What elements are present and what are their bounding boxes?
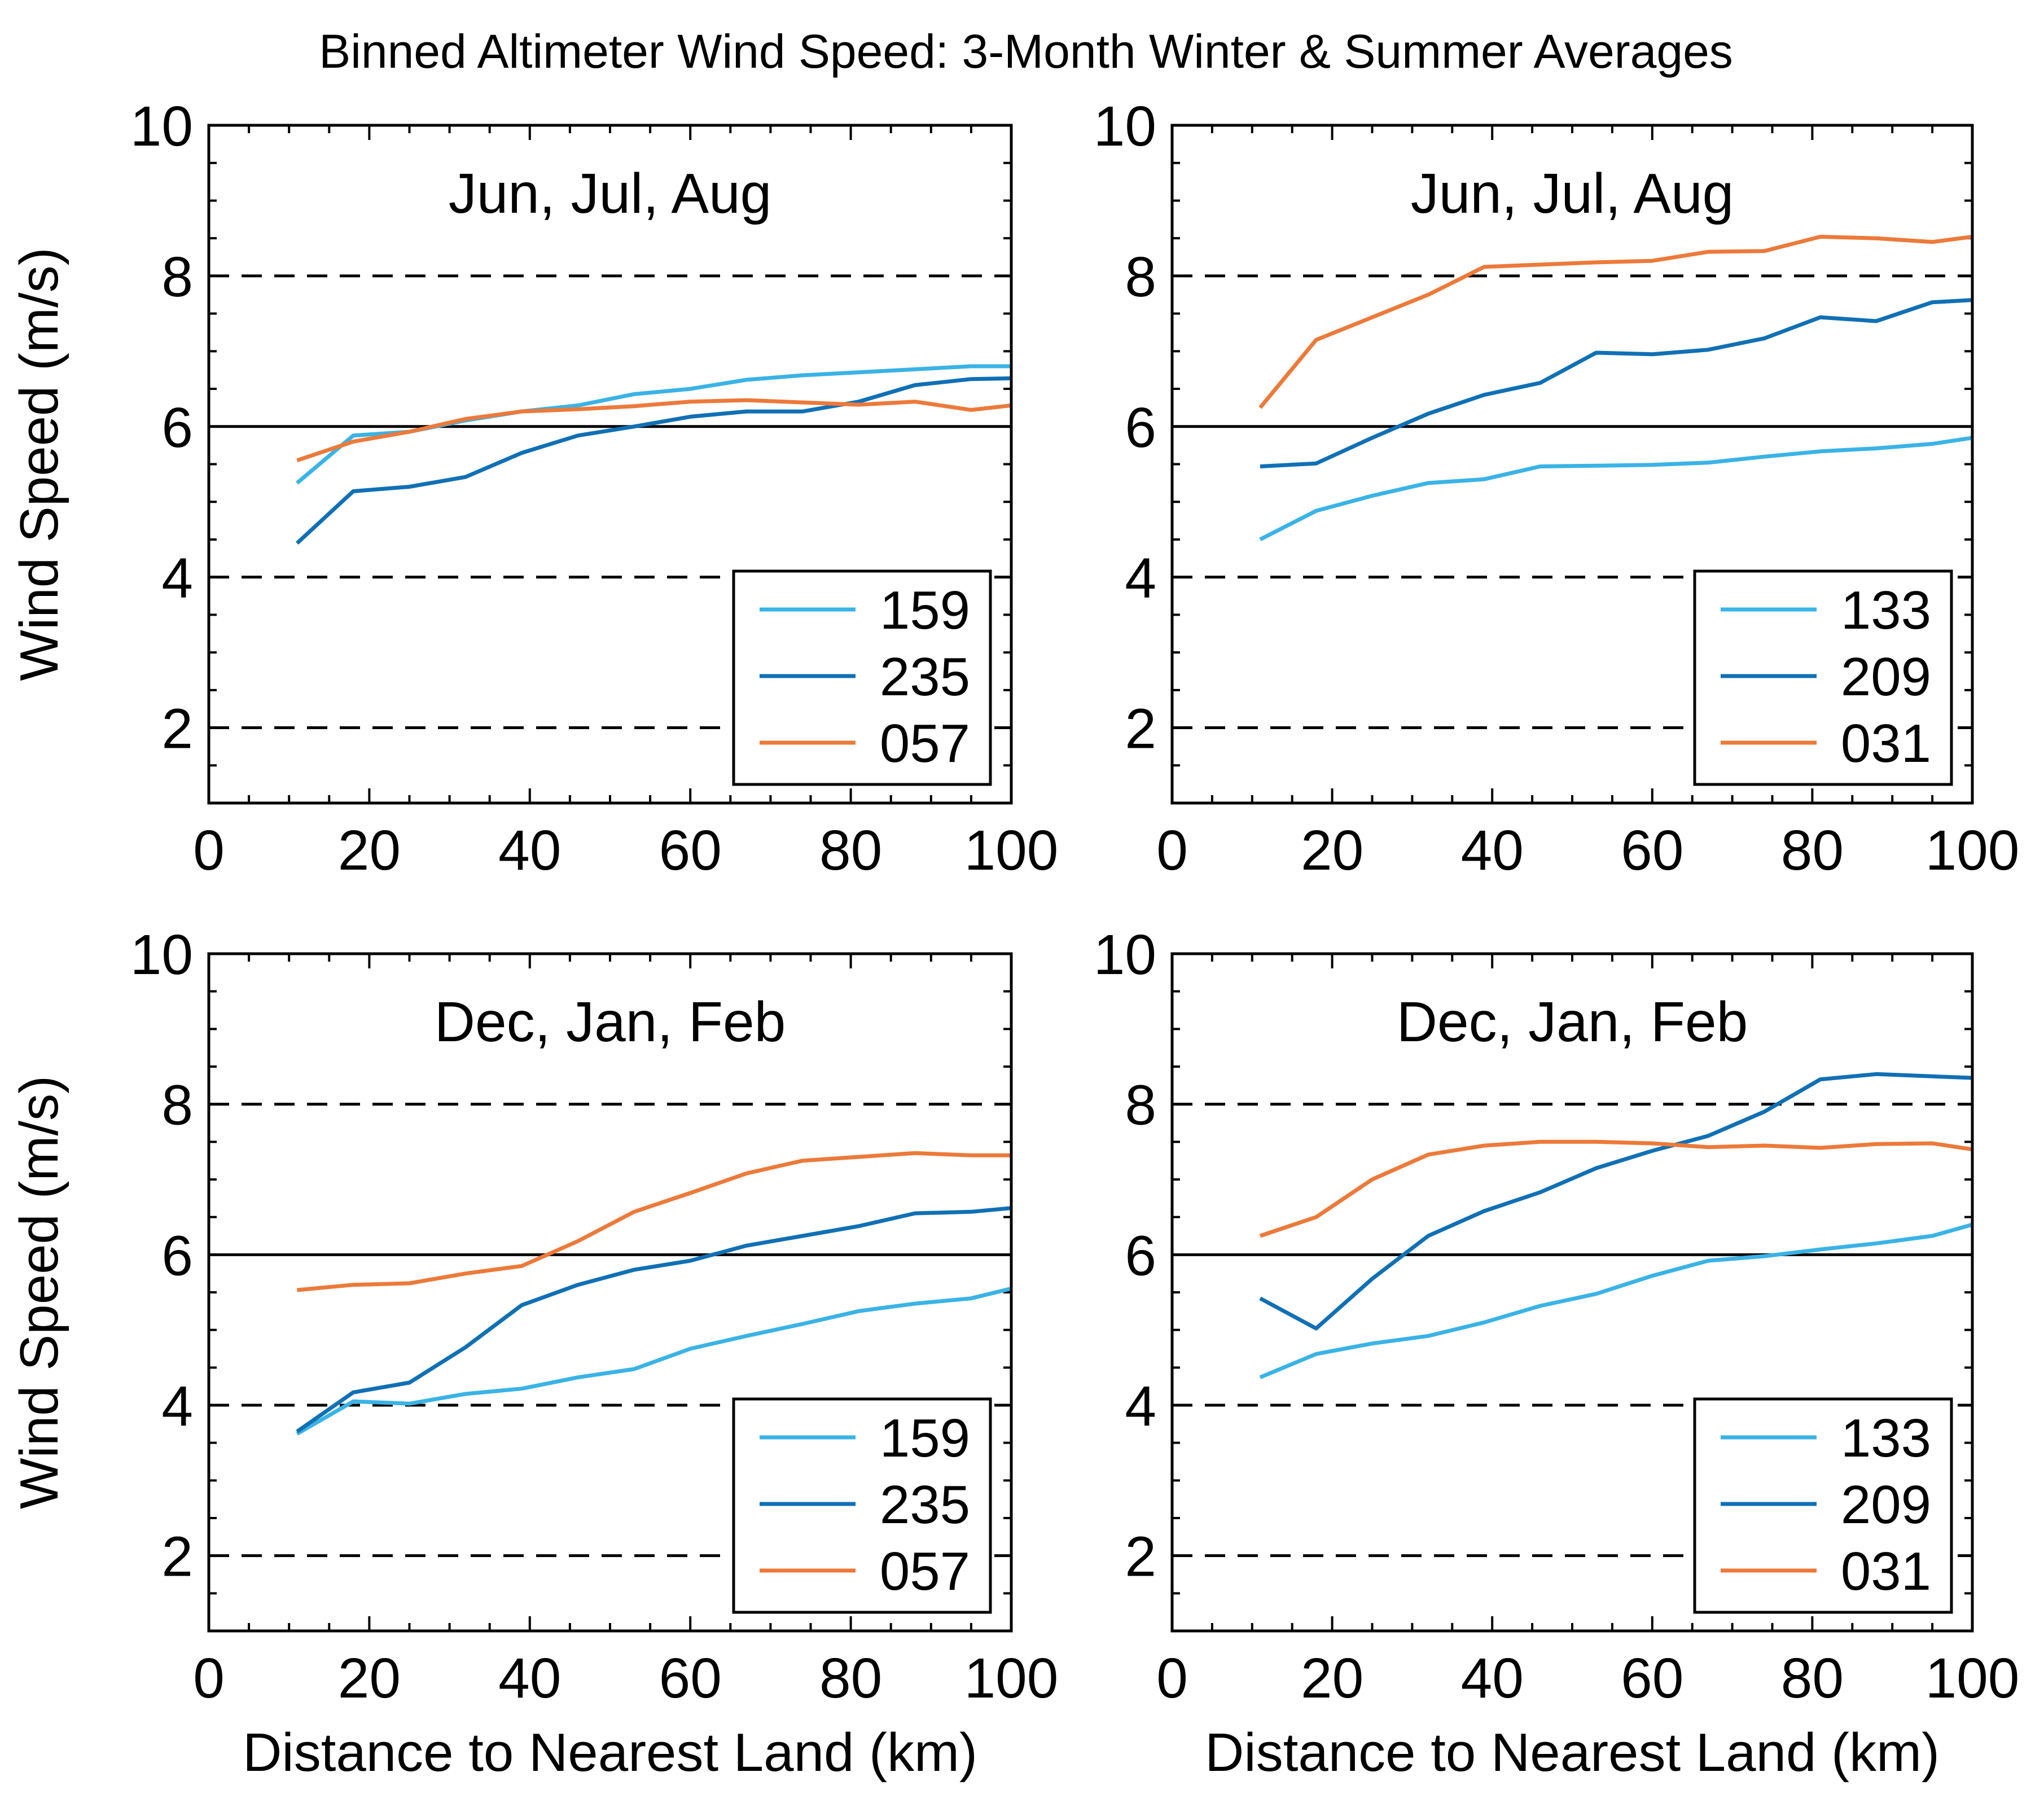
y-tick-label: 4: [1125, 547, 1156, 610]
y-tick-label: 4: [161, 1375, 193, 1438]
series-line-133: [1259, 436, 1973, 542]
legend-label-057: 057: [880, 1541, 970, 1602]
figure-title: Binned Altimeter Wind Speed: 3-Month Win…: [319, 25, 1733, 78]
x-tick-label: 60: [659, 819, 722, 882]
x-tick-label: 0: [1156, 819, 1188, 882]
y-tick-label: 2: [1125, 698, 1156, 761]
y-tick-label: 10: [130, 95, 193, 158]
x-tick-label: 60: [659, 1647, 722, 1710]
x-axis-label: Distance to Nearest Land (km): [1205, 1722, 1940, 1783]
series-line-209: [1259, 1072, 1973, 1331]
y-tick-label: 6: [1125, 1224, 1156, 1287]
series-line-057: [296, 398, 1012, 463]
x-tick-label: 20: [338, 819, 401, 882]
y-axis-label: Wind Speed (m/s): [9, 247, 69, 681]
y-axis-label: Wind Speed (m/s): [9, 1076, 69, 1509]
panel-title: Jun, Jul, Aug: [449, 162, 772, 225]
series-line-031: [1258, 235, 1973, 409]
plot-frame: [207, 952, 1013, 1633]
y-tick-label: 4: [161, 547, 193, 610]
plot-frame: [207, 124, 1013, 805]
y-tick-label: 2: [161, 1525, 193, 1589]
legend-label-133: 133: [1841, 1408, 1931, 1468]
legend-label-235: 235: [880, 647, 970, 707]
x-tick-label: 100: [1925, 819, 2020, 882]
x-tick-label: 80: [819, 819, 882, 882]
panel-title: Dec, Jan, Feb: [435, 990, 786, 1054]
x-tick-label: 100: [964, 819, 1059, 882]
plot-frame: [1170, 124, 1974, 805]
x-tick-label: 20: [1301, 1647, 1363, 1710]
series-line-235: [296, 1206, 1012, 1433]
y-tick-label: 6: [161, 1224, 193, 1287]
y-tick-label: 8: [161, 1074, 193, 1137]
x-tick-label: 40: [1461, 1647, 1524, 1710]
x-tick-label: 100: [964, 1647, 1059, 1710]
panel-title: Dec, Jan, Feb: [1397, 990, 1748, 1054]
y-tick-label: 6: [161, 396, 193, 459]
x-tick-label: 40: [1461, 819, 1524, 882]
y-tick-label: 6: [1125, 396, 1156, 459]
x-tick-label: 60: [1621, 819, 1683, 882]
x-tick-label: 80: [819, 1647, 882, 1710]
series-line-159: [296, 1286, 1012, 1436]
y-tick-label: 2: [161, 698, 193, 761]
y-tick-label: 2: [1125, 1525, 1156, 1589]
series-line-057: [297, 1151, 1011, 1292]
y-tick-label: 8: [1125, 245, 1156, 309]
legend-label-057: 057: [880, 713, 970, 774]
legend-label-209: 209: [1841, 647, 1931, 707]
x-tick-label: 80: [1781, 1647, 1844, 1710]
legend-label-235: 235: [880, 1475, 970, 1535]
chart-panel-top-left: 0 20 40 60 80 100 2 4 6 8 10 Jun, Jul, Aug 159235057…: [9, 95, 1058, 882]
series-line-235: [296, 376, 1012, 545]
y-tick-label: 8: [161, 245, 193, 309]
x-tick-label: 100: [1925, 1647, 2020, 1710]
legend-label-031: 031: [1841, 1541, 1931, 1602]
x-axis-label: Distance to Nearest Land (km): [243, 1722, 977, 1783]
x-tick-label: 40: [498, 819, 561, 882]
y-tick-label: 10: [1094, 923, 1156, 986]
y-tick-label: 10: [130, 923, 193, 986]
x-tick-label: 0: [1156, 1647, 1188, 1710]
x-tick-label: 60: [1621, 1647, 1683, 1710]
x-tick-label: 20: [338, 1647, 401, 1710]
y-tick-label: 4: [1125, 1375, 1156, 1438]
legend-label-159: 159: [880, 1408, 970, 1468]
legend-label-133: 133: [1841, 580, 1931, 641]
chart-panel-bottom-left: 0 20 40 60 80 100 2 4 6 8 10 Dec, Jan, Feb 159 235057…: [9, 923, 1058, 1783]
x-tick-label: 20: [1301, 819, 1363, 882]
x-tick-label: 0: [193, 1647, 225, 1710]
x-tick-label: 0: [193, 819, 225, 882]
legend-label-031: 031: [1841, 713, 1931, 774]
x-tick-label: 40: [498, 1647, 561, 1710]
plot-frame: [1170, 952, 1974, 1633]
x-tick-label: 80: [1781, 819, 1844, 882]
y-tick-label: 8: [1125, 1074, 1156, 1137]
legend-label-159: 159: [880, 580, 970, 641]
series-line-133: [1259, 1222, 1973, 1379]
y-tick-label: 10: [1094, 95, 1156, 158]
series-line-209: [1260, 298, 1973, 468]
legend-label-209: 209: [1841, 1475, 1931, 1535]
series-line-031: [1259, 1139, 1973, 1238]
panel-title: Jun, Jul, Aug: [1411, 162, 1734, 225]
chart-panel-bottom-right: 0 20 40 60 80 100 2 4 6 8 10 Dec, Jan, Feb 133 209031…: [1094, 923, 2020, 1783]
